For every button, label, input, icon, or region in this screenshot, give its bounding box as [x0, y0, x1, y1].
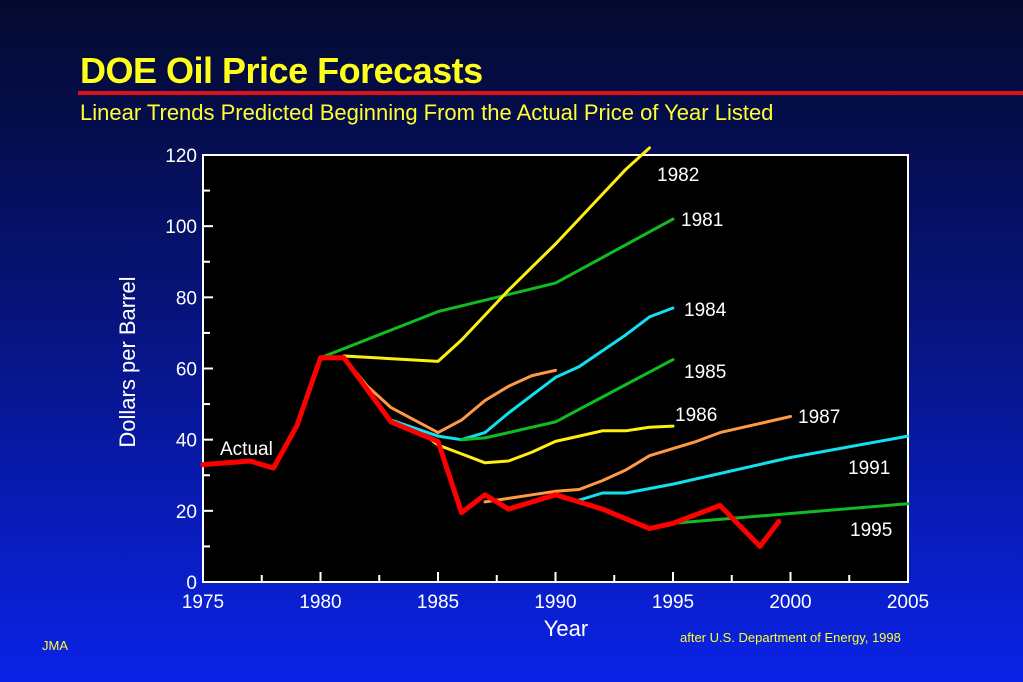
x-tick-label: 2000: [769, 592, 811, 613]
series-label-1985: 1985: [684, 362, 726, 383]
series-line-1984: [389, 306, 675, 442]
y-tick-label: 100: [165, 217, 197, 238]
title-underline: [78, 91, 1023, 95]
series-layer: [200, 146, 910, 549]
y-tick-label: 80: [176, 288, 197, 309]
series-line-1995: [671, 502, 910, 525]
plot-area: [202, 154, 909, 583]
series-line-1982: [342, 146, 651, 363]
series-label-1987: 1987: [798, 407, 840, 428]
series-line-1987: [483, 415, 792, 504]
x-axis-label: Year: [544, 616, 588, 641]
series-label-1984: 1984: [684, 300, 727, 321]
series-label-1995: 1995: [850, 520, 892, 541]
x-tick-label: 1995: [652, 592, 694, 613]
y-tick-label: 0: [186, 573, 197, 594]
y-tick-label: 60: [176, 360, 197, 381]
x-tick-label: 1985: [417, 592, 459, 613]
series-label-1991: 1991: [848, 458, 890, 479]
source-credit: after U.S. Department of Energy, 1998: [680, 630, 901, 645]
x-tick-label: 1980: [299, 592, 341, 613]
page-subtitle: Linear Trends Predicted Beginning From t…: [80, 100, 774, 125]
series-line-series-7: [342, 356, 557, 435]
page-title: DOE Oil Price Forecasts: [80, 50, 483, 91]
series-line-1986: [424, 424, 675, 465]
author-initials: JMA: [42, 638, 68, 653]
y-tick-label: 120: [165, 146, 197, 167]
series-label-actual: Actual: [220, 439, 273, 460]
series-label-1981: 1981: [681, 210, 723, 231]
series-line-1985: [460, 358, 675, 442]
x-tick-label: 1990: [534, 592, 576, 613]
series-line-actual: [200, 355, 782, 549]
series-label-1986: 1986: [675, 405, 717, 426]
series-label-1982: 1982: [657, 165, 699, 186]
y-axis-label: Dollars per Barrel: [115, 276, 140, 447]
series-labels: Actual 1982 1981 1984 1985 1986 1987 1991 1995: [220, 165, 892, 541]
axes-layer: 0 20 40 60 80 100 120 1975 1980 1985 1990 1995 2000 2…: [165, 146, 929, 613]
x-tick-label: 1975: [182, 592, 224, 613]
y-tick-label: 40: [176, 431, 197, 452]
series-line-1981: [319, 217, 675, 360]
series-line-1991: [577, 434, 910, 502]
y-tick-label: 20: [176, 502, 197, 523]
x-tick-label: 2005: [887, 592, 929, 613]
